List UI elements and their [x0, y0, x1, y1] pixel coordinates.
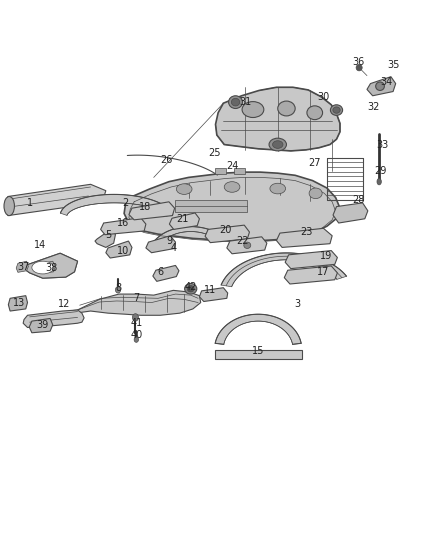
Ellipse shape	[185, 284, 197, 294]
Polygon shape	[19, 253, 78, 278]
Text: 18: 18	[139, 202, 151, 212]
Text: 32: 32	[367, 102, 380, 112]
Polygon shape	[60, 195, 173, 216]
Polygon shape	[170, 213, 199, 229]
Ellipse shape	[132, 314, 138, 321]
Text: 37: 37	[17, 262, 29, 271]
Text: 14: 14	[35, 240, 47, 251]
Ellipse shape	[242, 102, 264, 117]
Polygon shape	[215, 87, 340, 151]
Ellipse shape	[270, 183, 286, 194]
Polygon shape	[215, 314, 301, 344]
Text: 3: 3	[294, 298, 300, 309]
Ellipse shape	[134, 337, 138, 342]
Text: 20: 20	[219, 225, 232, 236]
Polygon shape	[146, 236, 176, 253]
Ellipse shape	[269, 138, 286, 151]
Polygon shape	[8, 296, 28, 311]
Text: 40: 40	[130, 330, 142, 341]
Text: 12: 12	[58, 298, 71, 309]
Polygon shape	[16, 261, 28, 272]
Ellipse shape	[333, 107, 340, 114]
Text: 16: 16	[117, 218, 129, 228]
Polygon shape	[106, 241, 132, 258]
Text: 7: 7	[133, 293, 139, 303]
Ellipse shape	[307, 106, 322, 119]
Text: 21: 21	[176, 214, 188, 224]
Ellipse shape	[278, 101, 295, 116]
Ellipse shape	[187, 286, 194, 292]
Ellipse shape	[229, 96, 243, 109]
Polygon shape	[221, 253, 346, 287]
Polygon shape	[6, 184, 106, 216]
Polygon shape	[23, 310, 84, 327]
Text: 19: 19	[319, 251, 332, 261]
Text: 42: 42	[184, 281, 197, 292]
Text: 28: 28	[352, 195, 364, 205]
Polygon shape	[95, 228, 116, 247]
Polygon shape	[227, 237, 267, 254]
Text: 41: 41	[130, 318, 142, 328]
Polygon shape	[367, 77, 396, 96]
Polygon shape	[71, 290, 201, 316]
Text: 9: 9	[166, 236, 172, 246]
Polygon shape	[101, 217, 146, 235]
Text: 38: 38	[45, 263, 57, 272]
Ellipse shape	[356, 64, 362, 71]
Text: 24: 24	[226, 161, 238, 171]
Polygon shape	[39, 261, 55, 273]
Polygon shape	[154, 227, 224, 244]
Bar	[215, 350, 302, 359]
Polygon shape	[29, 318, 53, 333]
Text: 6: 6	[157, 267, 163, 277]
Ellipse shape	[272, 141, 283, 148]
Text: 33: 33	[376, 140, 389, 150]
Ellipse shape	[309, 188, 322, 199]
Ellipse shape	[330, 105, 343, 115]
Text: 10: 10	[117, 246, 129, 256]
Text: 1: 1	[27, 198, 33, 208]
Text: 22: 22	[237, 236, 249, 246]
Ellipse shape	[4, 197, 14, 216]
Ellipse shape	[231, 98, 240, 106]
Text: 8: 8	[116, 282, 122, 293]
Text: 35: 35	[387, 60, 399, 70]
Ellipse shape	[376, 82, 385, 91]
Text: 34: 34	[381, 77, 393, 87]
Polygon shape	[276, 228, 332, 247]
Polygon shape	[333, 203, 368, 223]
Polygon shape	[129, 202, 175, 220]
Text: 23: 23	[300, 227, 312, 237]
Text: 27: 27	[308, 158, 321, 168]
Polygon shape	[176, 200, 247, 212]
Polygon shape	[205, 225, 250, 243]
Text: 11: 11	[204, 285, 216, 295]
Text: 5: 5	[105, 230, 111, 240]
Bar	[234, 168, 245, 174]
Polygon shape	[284, 266, 337, 284]
Ellipse shape	[377, 179, 381, 185]
Ellipse shape	[116, 287, 120, 293]
Text: 30: 30	[317, 92, 329, 102]
Polygon shape	[153, 265, 179, 281]
Text: 29: 29	[374, 166, 386, 176]
Ellipse shape	[177, 184, 192, 195]
Polygon shape	[124, 172, 340, 240]
Text: 2: 2	[122, 198, 128, 208]
Ellipse shape	[244, 242, 251, 248]
Text: 31: 31	[239, 97, 251, 107]
Text: 15: 15	[252, 346, 265, 357]
Text: 25: 25	[208, 148, 221, 158]
Text: 17: 17	[317, 267, 330, 277]
Ellipse shape	[32, 261, 53, 274]
Ellipse shape	[224, 182, 240, 192]
Polygon shape	[285, 251, 337, 269]
Text: 36: 36	[352, 58, 364, 67]
Bar	[215, 168, 226, 174]
Text: 39: 39	[37, 320, 49, 330]
Text: 13: 13	[13, 297, 25, 308]
Polygon shape	[199, 288, 228, 302]
Text: 26: 26	[161, 156, 173, 165]
Text: 4: 4	[170, 243, 177, 253]
